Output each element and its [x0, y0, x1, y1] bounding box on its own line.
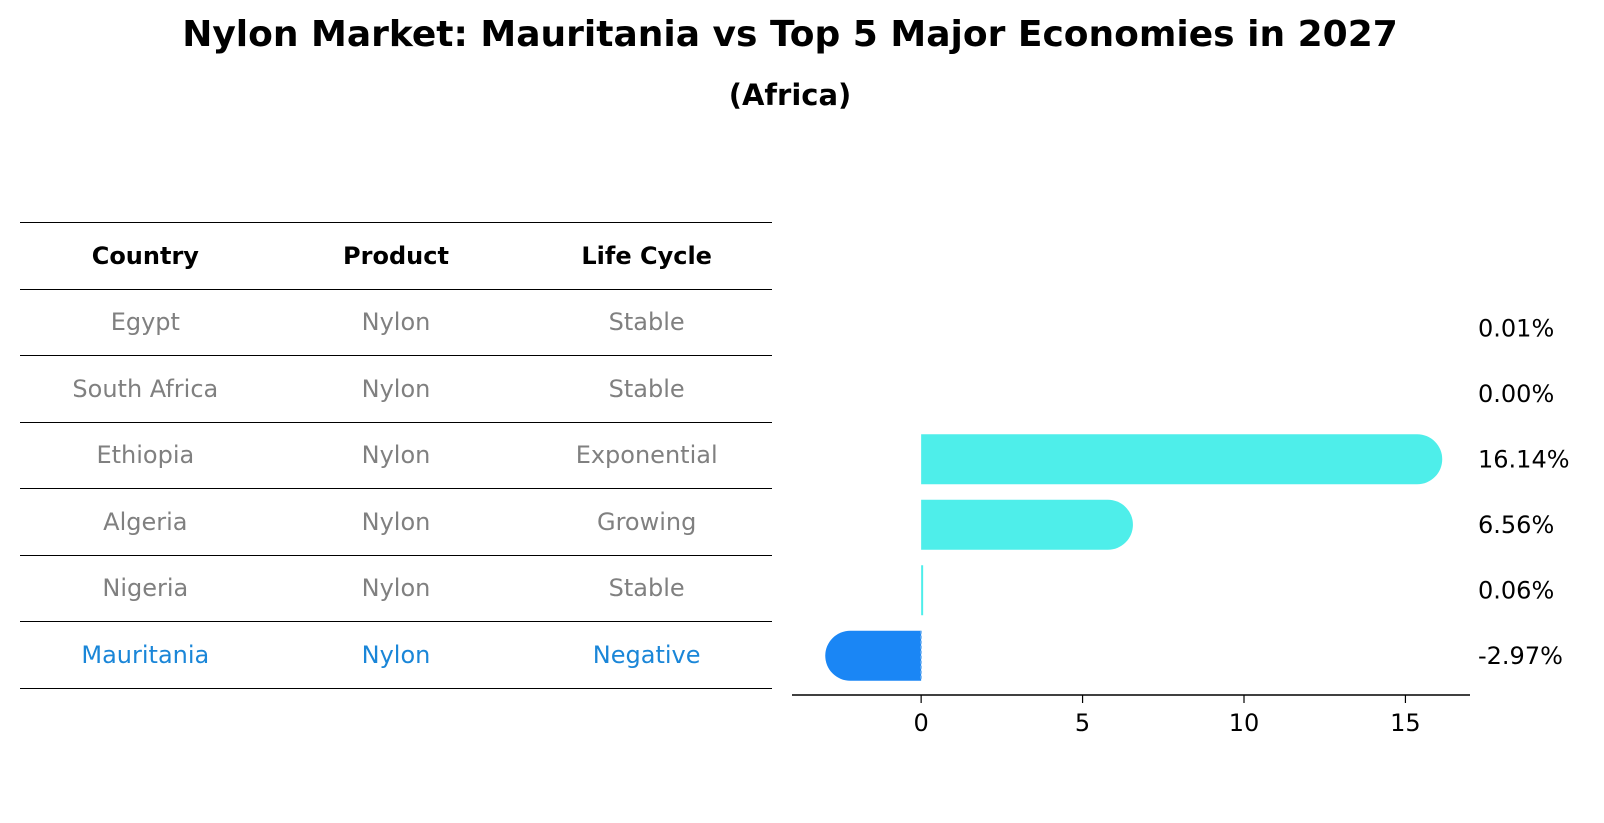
- cell-country: Nigeria: [20, 555, 271, 622]
- bar-nigeria: [921, 565, 924, 616]
- country-table: Country Product Life Cycle Egypt Nylon S…: [20, 222, 772, 689]
- table-row: Ethiopia Nylon Exponential: [20, 422, 772, 489]
- table-row: Nigeria Nylon Stable: [20, 555, 772, 622]
- cell-life-cycle: Stable: [521, 289, 772, 356]
- cell-product: Nylon: [270, 289, 522, 356]
- table-row: Egypt Nylon Stable: [20, 289, 772, 356]
- x-tick-label: 0: [914, 709, 929, 737]
- cell-life-cycle: Stable: [521, 555, 772, 622]
- cell-product: Nylon: [270, 355, 522, 423]
- cell-life-cycle: Growing: [521, 488, 772, 556]
- cell-life-cycle: Exponential: [521, 422, 772, 489]
- bar-mauritania: [825, 630, 922, 681]
- bar-ethiopia: [921, 434, 1443, 485]
- table-row: Algeria Nylon Growing: [20, 488, 772, 556]
- cell-life-cycle: Stable: [521, 355, 772, 423]
- cell-country: Algeria: [20, 488, 271, 556]
- cell-country: South Africa: [20, 355, 271, 423]
- header-product: Product: [270, 222, 522, 290]
- bar-algeria: [921, 499, 1133, 550]
- cell-product: Nylon: [270, 555, 522, 622]
- cell-country: Mauritania: [20, 621, 271, 689]
- bar-value-label: 6.56%: [1478, 511, 1554, 539]
- x-tick-label: 10: [1229, 709, 1260, 737]
- bar-value-label: 0.01%: [1478, 314, 1554, 342]
- x-tick-label: 5: [1075, 709, 1090, 737]
- cell-country: Ethiopia: [20, 422, 271, 489]
- cell-country: Egypt: [20, 289, 271, 356]
- bar-value-label: 0.06%: [1478, 576, 1554, 604]
- header-country: Country: [20, 222, 271, 290]
- bar-value-label: 0.00%: [1478, 380, 1554, 408]
- bar-value-label: -2.97%: [1478, 642, 1563, 670]
- chart-title: Nylon Market: Mauritania vs Top 5 Major …: [182, 14, 1398, 55]
- chart-subtitle: (Africa): [728, 78, 852, 112]
- x-tick-label: 15: [1390, 709, 1421, 737]
- cell-product: Nylon: [270, 621, 522, 689]
- cell-life-cycle: Negative: [521, 621, 772, 689]
- table-header-row: Country Product Life Cycle: [20, 222, 772, 290]
- header-life-cycle: Life Cycle: [521, 222, 772, 290]
- cell-product: Nylon: [270, 422, 522, 489]
- table-row: South Africa Nylon Stable: [20, 355, 772, 423]
- bar-value-label: 16.14%: [1478, 445, 1570, 473]
- table-row-highlight: Mauritania Nylon Negative: [20, 621, 772, 689]
- cell-product: Nylon: [270, 488, 522, 556]
